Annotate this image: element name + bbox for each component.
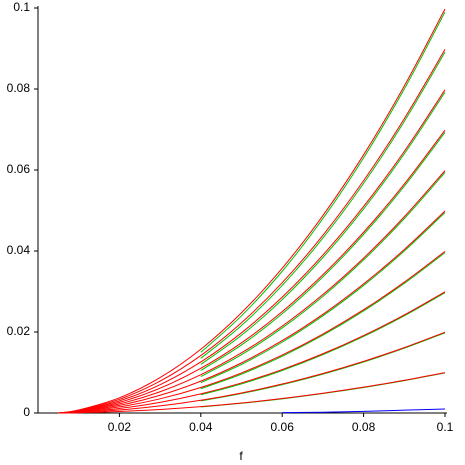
curve: [58, 251, 446, 414]
y-tick-label: 0.1: [13, 0, 30, 14]
y-tick-label: 0: [23, 405, 30, 419]
curve: [200, 372, 446, 408]
curve: [58, 372, 446, 414]
curve: [58, 331, 446, 414]
curve: [282, 408, 446, 414]
x-tick-label: 0.04: [189, 420, 213, 434]
curve: [58, 210, 446, 414]
curve: [200, 332, 446, 402]
x-tick-label: 0.08: [352, 420, 376, 434]
curve: [58, 291, 446, 414]
curve: [58, 8, 446, 414]
y-tick-label: 0.08: [7, 81, 31, 95]
curve: [58, 49, 446, 414]
y-tick-label: 0.06: [7, 162, 31, 176]
curve: [200, 91, 446, 365]
x-tick-label: 0.06: [271, 420, 295, 434]
curve: [200, 292, 446, 396]
curve: [200, 172, 446, 377]
curve: [58, 89, 446, 414]
x-tick-label: 0.02: [108, 420, 132, 434]
x-tick-label: 0.1: [437, 420, 454, 434]
curve: [200, 212, 446, 384]
curve: [200, 11, 446, 353]
x-axis-label: f: [239, 449, 243, 463]
curve: [58, 129, 446, 414]
curve: [58, 170, 446, 414]
y-tick-label: 0.04: [7, 243, 31, 257]
curve: [200, 132, 446, 371]
curve: [200, 51, 446, 359]
y-tick-label: 0.02: [7, 324, 31, 338]
curve: [200, 252, 446, 390]
